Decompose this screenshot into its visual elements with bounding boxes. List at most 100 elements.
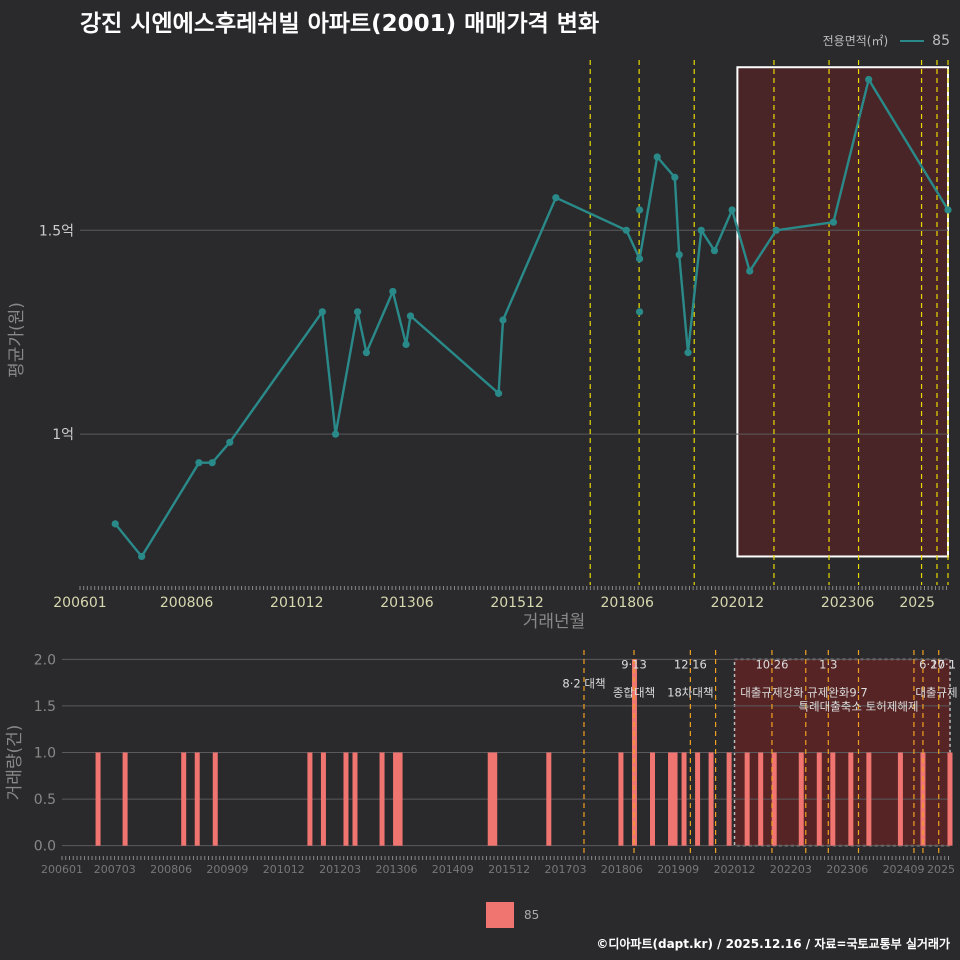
x-tick-label: 200601: [53, 595, 106, 611]
x-tick-label: 202012: [714, 863, 756, 876]
policy-annotation: 10·26: [755, 658, 788, 672]
data-point: [684, 349, 692, 357]
bar: [122, 752, 128, 846]
x-tick-label: 201512: [490, 595, 543, 611]
y-axis-title: 거래량(건): [5, 725, 25, 801]
data-point: [635, 255, 644, 263]
bar: [343, 752, 349, 846]
legend-bottom: 85: [486, 902, 539, 928]
bar: [798, 752, 804, 846]
x-tick-label: 2025: [927, 863, 955, 876]
data-point: [353, 308, 362, 316]
legend-bar-label: 85: [524, 908, 540, 922]
bar: [668, 752, 674, 846]
bar: [649, 752, 655, 846]
x-tick-label: 2025: [899, 595, 935, 611]
data-point: [635, 206, 644, 214]
policy-annotation: 대출규제: [915, 686, 957, 700]
legend-title: 전용면적(㎡): [822, 34, 889, 48]
y-tick-label: 1.5: [34, 699, 56, 715]
highlight-region: [736, 66, 950, 558]
data-point: [552, 194, 560, 202]
bar: [726, 752, 732, 846]
y-axis-title: 평균가(원): [7, 302, 27, 378]
x-tick-label: 202409: [883, 863, 925, 876]
data-point: [728, 206, 736, 214]
x-tick-label: 202012: [711, 595, 764, 611]
bar: [546, 752, 552, 846]
policy-annotation: 특례대출축소 토허제해제: [798, 700, 918, 714]
x-tick-label: 201409: [432, 863, 474, 876]
policy-annotation: 10·1: [930, 658, 956, 672]
data-point: [635, 308, 644, 316]
bar: [830, 752, 836, 846]
data-point: [208, 459, 216, 467]
x-tick-label: 201806: [601, 863, 643, 876]
data-point: [138, 552, 146, 561]
x-tick-label: 200703: [94, 863, 136, 876]
data-point: [944, 206, 952, 214]
x-tick-label: 201306: [375, 863, 417, 876]
bar: [487, 752, 493, 846]
x-tick-label: 201012: [263, 863, 305, 876]
bar: [618, 752, 624, 846]
bar: [95, 752, 101, 846]
x-tick-label: 201909: [657, 863, 699, 876]
bar: [492, 752, 498, 846]
footer-credit: ©디아파트(dapt.kr) / 2025.12.16 / 자료=국토교통부 실…: [596, 937, 950, 951]
bar: [816, 752, 822, 846]
bar: [393, 752, 399, 846]
data-point: [829, 218, 838, 226]
bar: [212, 752, 218, 846]
bar: [848, 752, 854, 846]
data-point: [226, 438, 234, 446]
bar: [897, 752, 903, 846]
policy-annotation: 12·16: [674, 658, 707, 672]
y-tick-label: 0.0: [34, 839, 56, 855]
bar: [920, 752, 926, 846]
policy-annotation: 8·2 대책: [562, 676, 605, 690]
bar: [744, 752, 750, 846]
x-tick-label: 201806: [601, 595, 655, 611]
data-point: [402, 340, 410, 349]
policy-annotation: 9·7: [849, 686, 867, 700]
bar: [194, 752, 200, 846]
data-point: [362, 349, 370, 357]
bar: [320, 752, 326, 846]
bar: [397, 752, 403, 846]
bar: [379, 752, 385, 846]
data-point: [675, 251, 683, 259]
bar: [758, 752, 764, 846]
bar: [181, 752, 187, 846]
policy-annotation: 종합대책: [613, 686, 655, 700]
data-point: [671, 173, 679, 181]
y-tick-label: 1억: [52, 427, 74, 443]
data-point: [389, 287, 397, 296]
data-point: [331, 430, 340, 438]
bar: [307, 752, 313, 846]
policy-annotation: 규제완화: [807, 686, 850, 700]
x-tick-label: 201703: [545, 863, 587, 876]
data-point: [772, 226, 780, 234]
bar: [681, 752, 687, 846]
policy-annotation: 9·13: [621, 658, 647, 672]
x-tick-label: 202203: [770, 863, 812, 876]
x-tick-label: 200806: [150, 863, 192, 876]
x-tick-label: 201512: [488, 863, 530, 876]
legend-top: 전용면적(㎡) 85: [823, 32, 950, 49]
bar: [695, 752, 701, 846]
data-point: [406, 312, 415, 320]
policy-annotation: 대출규제강화: [740, 686, 804, 700]
data-point: [710, 247, 719, 255]
legend-bar-swatch: [486, 902, 514, 928]
bar: [352, 752, 358, 846]
bar: [866, 752, 872, 846]
x-tick-label: 200909: [206, 863, 248, 876]
policy-annotation: 18차대책: [667, 686, 713, 700]
data-point: [195, 459, 203, 467]
y-tick-label: 0.5: [34, 792, 56, 808]
volume-chart: 0.0 0.5 1.0 1.5 2.0 8·2 대책 9·13 종합대책 12·16 18차대책 1…: [5, 650, 958, 876]
bar: [672, 752, 678, 846]
y-tick-label: 1.0: [34, 746, 56, 762]
